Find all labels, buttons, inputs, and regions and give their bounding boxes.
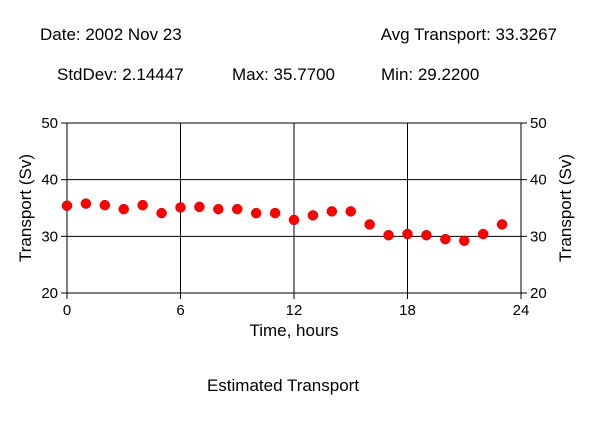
data-point	[118, 203, 129, 215]
x-axis-title: Time, hours	[249, 321, 338, 340]
header-avg-transport: Avg Transport: 33.3267	[381, 25, 557, 44]
chart-caption: Estimated Transport	[207, 376, 359, 395]
data-points	[61, 198, 508, 247]
data-point	[250, 207, 262, 219]
y-tick-label-right: 50	[530, 115, 547, 132]
data-point	[477, 228, 489, 240]
data-point	[175, 202, 186, 213]
data-point	[307, 210, 319, 221]
data-point	[496, 219, 508, 230]
header-min: Min: 29.2200	[381, 65, 479, 84]
y-tick-label-right: 40	[530, 172, 547, 189]
data-point	[364, 219, 375, 230]
data-point	[194, 201, 205, 213]
x-tick-label: 6	[176, 302, 184, 319]
data-point	[288, 214, 300, 226]
data-point	[269, 207, 281, 219]
data-point	[99, 199, 111, 211]
header-stddev: StdDev: 2.14447	[57, 65, 184, 84]
header-date: Date: 2002 Nov 23	[40, 25, 182, 44]
data-point	[383, 229, 394, 241]
grid-lines	[67, 123, 521, 293]
x-tick-label: 24	[513, 302, 530, 319]
data-point	[156, 207, 167, 219]
y-axis-title-left: Transport (Sv)	[16, 154, 35, 262]
data-point	[61, 200, 73, 211]
data-point	[326, 206, 338, 217]
y-axis-title-right: Transport (Sv)	[556, 154, 575, 262]
data-point	[213, 203, 224, 215]
header-max: Max: 35.7700	[232, 65, 335, 84]
data-point	[232, 203, 243, 215]
data-point	[345, 206, 356, 217]
data-point	[421, 229, 432, 241]
x-tick-label: 18	[399, 302, 416, 319]
y-tick-label-right: 20	[530, 285, 547, 302]
data-point	[459, 235, 470, 247]
data-point	[440, 233, 451, 245]
y-tick-label-left: 30	[41, 228, 58, 245]
x-tick-label: 12	[286, 302, 303, 319]
data-point	[402, 228, 413, 240]
data-point	[80, 198, 92, 209]
x-tick-label: 0	[63, 302, 71, 319]
y-tick-label-left: 20	[41, 285, 58, 302]
data-point	[137, 199, 148, 211]
y-tick-label-right: 30	[530, 228, 547, 245]
y-tick-label-left: 50	[41, 115, 58, 132]
y-tick-label-left: 40	[41, 172, 58, 189]
